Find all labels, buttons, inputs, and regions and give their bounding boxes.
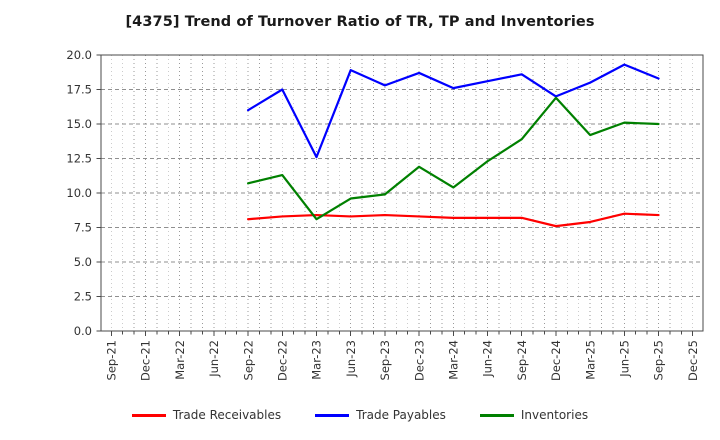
x-tick-label: Sep-25 [652, 340, 666, 380]
x-tick-label: Jun-24 [481, 340, 495, 378]
y-axis-tick-labels: 0.0 2.5 5.0 7.5 10.0 12.5 15.0 17.5 20.0 [66, 48, 92, 338]
legend-item-trade-receivables[interactable]: Trade Receivables [131, 408, 282, 422]
x-tick-label: Mar-24 [447, 340, 461, 380]
y-tick-label: 15.0 [66, 117, 92, 131]
y-tick-label: 5.0 [74, 255, 92, 269]
y-tick-label: 20.0 [66, 48, 92, 62]
axis-ticks [96, 54, 694, 336]
series-line-trade-payables [246, 63, 660, 159]
x-tick-label: Mar-25 [583, 340, 597, 380]
legend-item-inventories[interactable]: Inventories [479, 408, 589, 422]
x-tick-label: Dec-23 [412, 340, 426, 381]
x-tick-label: Jun-25 [618, 340, 632, 378]
x-axis-tick-labels: Sep-21 Dec-21 Mar-22 Jun-22 Sep-22 Dec-22 Mar-… [104, 340, 699, 381]
series-line-trade-receivables [246, 212, 660, 228]
legend-item-label: Trade Payables [356, 408, 446, 422]
gridlines [101, 55, 703, 331]
legend-color-swatch [131, 413, 166, 417]
x-tick-label: Sep-23 [378, 340, 392, 380]
legend-item-label: Inventories [520, 408, 589, 422]
x-tick-label: Sep-24 [515, 340, 529, 380]
data-series-layer [246, 63, 660, 228]
legend-item-label: Trade Receivables [172, 408, 282, 422]
legend-color-swatch [479, 413, 514, 417]
x-tick-label: Sep-21 [104, 340, 118, 380]
y-tick-label: 12.5 [66, 152, 92, 166]
x-tick-label: Dec-22 [275, 340, 289, 381]
y-tick-label: 10.0 [66, 186, 92, 200]
x-tick-label: Sep-22 [241, 340, 255, 380]
x-tick-label: Mar-22 [173, 340, 187, 380]
y-tick-label: 0.0 [74, 324, 92, 338]
x-tick-label: Jun-23 [344, 340, 358, 378]
legend-color-swatch [315, 413, 350, 417]
x-tick-label: Dec-25 [686, 340, 700, 381]
x-tick-label: Jun-22 [207, 340, 221, 378]
series-line-inventories [246, 96, 660, 221]
y-tick-label: 7.5 [74, 221, 92, 235]
chart-title: [4375] Trend of Turnover Ratio of TR, TP… [125, 14, 595, 30]
x-tick-label: Dec-24 [549, 340, 563, 381]
y-tick-label: 17.5 [66, 83, 92, 97]
chart-legend: Trade Receivables Trade Payables Inventori… [0, 408, 720, 422]
x-tick-label: Dec-21 [139, 340, 153, 381]
x-tick-label: Mar-23 [310, 340, 324, 380]
legend-item-trade-payables[interactable]: Trade Payables [315, 408, 446, 422]
y-tick-label: 2.5 [74, 290, 92, 304]
